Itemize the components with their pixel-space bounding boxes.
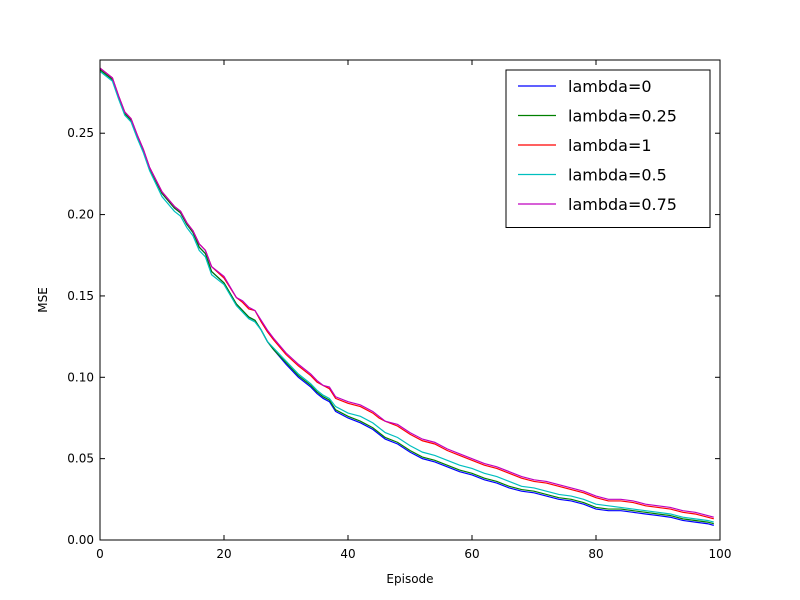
y-tick-label: 0.10 <box>67 370 94 384</box>
series-line-4 <box>99 67 714 518</box>
series-line-1 <box>99 69 714 525</box>
legend-box <box>505 69 711 228</box>
y-tick-label: 0.15 <box>67 289 94 303</box>
x-axis-label: Episode <box>386 572 433 586</box>
legend-entry-4: lambda=0.75 <box>568 195 677 214</box>
legend-entry-3: lambda=0.5 <box>568 166 667 185</box>
legend-entry-0: lambda=0 <box>568 77 652 96</box>
y-tick-label: 0.20 <box>67 208 94 222</box>
legend: lambda=0 lambda=0.25 lambda=1 lambda=0.5 lam… <box>505 69 711 228</box>
y-tick-label: 0.00 <box>67 533 94 547</box>
plot-area-frame <box>99 59 721 541</box>
legend-entry-2: lambda=1 <box>568 136 652 155</box>
x-tick-label: 40 <box>340 547 355 561</box>
x-tick-label: 0 <box>96 547 104 561</box>
x-tick-label: 100 <box>709 547 732 561</box>
y-tick-label: 0.05 <box>67 452 94 466</box>
y-tick-label: 0.25 <box>67 126 94 140</box>
x-tick-label: 60 <box>464 547 479 561</box>
legend-entry-1: lambda=0.25 <box>568 107 677 126</box>
x-tick-label: 80 <box>588 547 603 561</box>
x-tick-label: 20 <box>216 547 231 561</box>
series-layer <box>99 67 714 526</box>
x-axis: 0 20 40 60 80 100 <box>96 60 731 561</box>
y-axis-label: MSE <box>36 287 50 313</box>
series-line-3 <box>99 70 714 523</box>
y-axis: 0.00 0.05 0.10 0.15 0.20 0.25 <box>67 126 720 547</box>
